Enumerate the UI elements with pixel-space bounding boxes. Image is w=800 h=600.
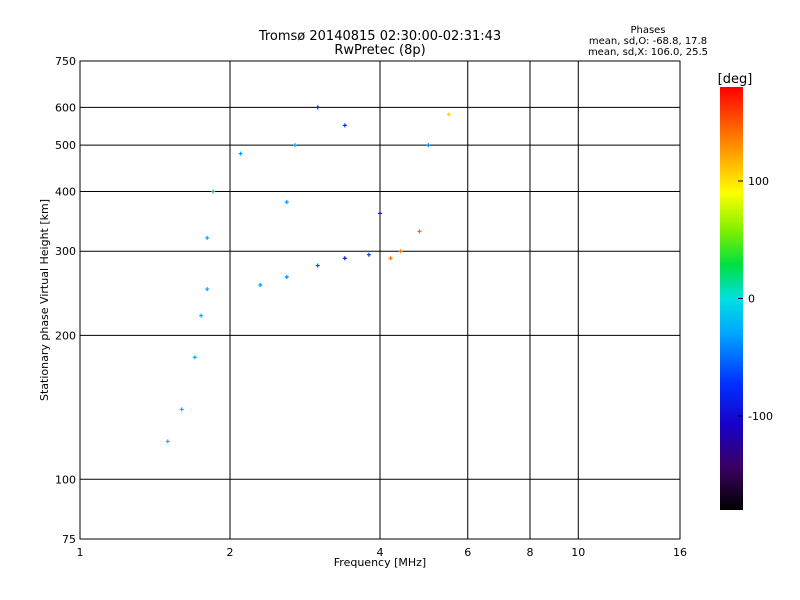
data-point <box>199 313 204 318</box>
data-point <box>205 235 210 240</box>
data-point <box>238 151 243 156</box>
colorbar-tick-label: -100 <box>748 410 773 423</box>
stats-line-o: mean, sd,O: -68.8, 17.8 <box>589 36 707 47</box>
y-tick-label: 750 <box>55 55 76 68</box>
x-axis-ticks: 1 2 4 6 8 10 16 <box>77 546 688 559</box>
chart-subtitle: RwPretec (8p) <box>334 43 425 58</box>
colorbar-label: [deg] <box>718 72 753 87</box>
x-tick-label: 4 <box>377 546 384 559</box>
data-point <box>258 282 263 287</box>
data-point <box>398 249 403 254</box>
colorbar-ticks: -100 0 100 <box>738 175 773 423</box>
data-point <box>284 274 289 279</box>
x-tick-label: 2 <box>227 546 234 559</box>
data-point <box>165 439 170 444</box>
data-point <box>366 252 371 257</box>
data-point <box>284 200 289 205</box>
x-tick-label: 8 <box>527 546 534 559</box>
data-point <box>205 287 210 292</box>
data-point <box>315 105 320 110</box>
y-tick-label: 200 <box>55 329 76 342</box>
y-tick-label: 500 <box>55 139 76 152</box>
y-tick-label: 75 <box>62 533 76 546</box>
x-axis-label: Frequency [MHz] <box>334 556 426 569</box>
y-axis-label: Stationary phase Virtual Height [km] <box>38 199 51 401</box>
grid <box>80 61 680 539</box>
x-tick-label: 10 <box>571 546 585 559</box>
data-point <box>292 143 297 148</box>
stats-heading: Phases <box>630 25 665 36</box>
plot-frame <box>79 60 681 540</box>
chart-title: Tromsø 20140815 02:30:00-02:31:43 <box>258 29 501 44</box>
data-point <box>211 189 216 194</box>
data-point <box>446 112 451 117</box>
data-point <box>315 263 320 268</box>
data-point <box>417 229 422 234</box>
y-tick-label: 400 <box>55 185 76 198</box>
x-tick-label: 6 <box>464 546 471 559</box>
data-point <box>179 407 184 412</box>
colorbar <box>720 87 743 510</box>
colorbar-tick-label: 0 <box>748 293 755 306</box>
y-tick-label: 300 <box>55 245 76 258</box>
scatter-points <box>165 105 451 444</box>
data-point <box>342 123 347 128</box>
data-point <box>388 256 393 261</box>
y-tick-label: 600 <box>55 101 76 114</box>
x-tick-label: 16 <box>673 546 687 559</box>
y-axis-ticks: 75 100 200 300 400 500 600 750 <box>55 55 76 546</box>
x-tick-label: 1 <box>77 546 84 559</box>
stats-line-x: mean, sd,X: 106.0, 25.5 <box>588 47 708 58</box>
data-point <box>192 355 197 360</box>
colorbar-tick-label: 100 <box>748 175 769 188</box>
y-tick-label: 100 <box>55 473 76 486</box>
data-point <box>378 211 382 216</box>
data-point <box>342 256 347 261</box>
data-point <box>426 143 431 148</box>
